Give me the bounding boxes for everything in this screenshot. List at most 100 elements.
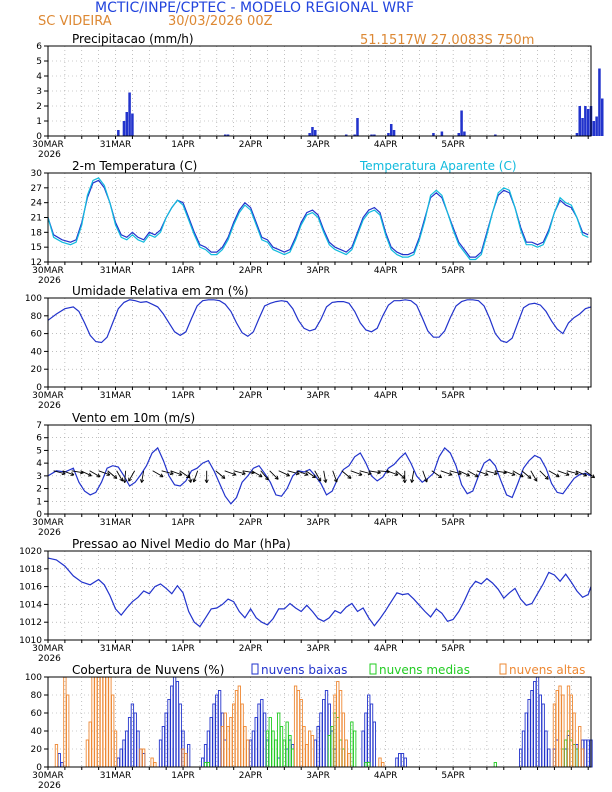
wind-arrow bbox=[411, 470, 415, 483]
legend-swatch bbox=[499, 663, 507, 675]
cloud-bar bbox=[220, 726, 225, 768]
cloud-bar bbox=[364, 762, 368, 768]
x-year-label: 2026 bbox=[38, 781, 61, 791]
y-tick-label: 60 bbox=[31, 709, 43, 719]
cloud-bar bbox=[350, 721, 354, 768]
precip-bar bbox=[389, 124, 393, 136]
precip-bar bbox=[311, 127, 314, 136]
wind-arrow-head bbox=[466, 472, 471, 477]
cloud-bar bbox=[158, 739, 163, 768]
y-tick-label: 18 bbox=[31, 228, 43, 238]
cloud-bar bbox=[254, 717, 258, 768]
cloud-bar bbox=[257, 703, 261, 768]
wind-arrow bbox=[539, 470, 549, 480]
precip-bar bbox=[595, 116, 598, 136]
cloud-bar bbox=[102, 676, 106, 768]
cloud-bar bbox=[203, 762, 208, 768]
wind-arrow bbox=[188, 470, 192, 483]
y-tick-label: 0 bbox=[36, 763, 42, 773]
y-tick-label: 30 bbox=[31, 169, 43, 179]
cloud-bar bbox=[122, 739, 126, 768]
x-tick-label: 5APR bbox=[441, 644, 465, 654]
cloud-bar bbox=[324, 690, 329, 768]
x-tick-label: 5APR bbox=[441, 771, 465, 781]
panel-4: 0 1 2 3 4 5 6 7 30MAR 31MAR 1APR 2APR 3APR 4APR 5APR 20… bbox=[32, 411, 596, 538]
y-tick-label: 12 bbox=[31, 258, 42, 268]
series-line-1 bbox=[47, 446, 592, 505]
wind-arrow-head bbox=[438, 474, 442, 479]
wind-arrow-head bbox=[565, 471, 570, 476]
y-tick-label: 2 bbox=[36, 102, 42, 112]
wind-arrow bbox=[296, 470, 309, 476]
series-line-1 bbox=[47, 179, 589, 258]
wind-arrow bbox=[485, 470, 498, 475]
x-tick-label: 30MAR bbox=[32, 391, 64, 401]
cloud-bar bbox=[564, 739, 568, 768]
wind-arrow-head bbox=[367, 471, 372, 476]
cloud-bar bbox=[403, 757, 407, 768]
cloud-bar bbox=[161, 726, 165, 768]
y-tick-label: 1010 bbox=[19, 636, 42, 646]
cloud-bar bbox=[167, 699, 171, 768]
x-tick-label: 4APR bbox=[374, 266, 398, 276]
cloud-bar bbox=[60, 762, 64, 768]
wind-arrow-head bbox=[323, 479, 328, 483]
wind-arrow-head bbox=[264, 476, 269, 481]
wind-arrow bbox=[278, 470, 290, 477]
wind-arrow bbox=[332, 470, 338, 483]
x-tick-label: 3APR bbox=[306, 266, 330, 276]
wind-arrow bbox=[503, 470, 516, 476]
cloud-bar bbox=[57, 753, 61, 768]
cloud-bar bbox=[327, 735, 331, 768]
precip-bar bbox=[117, 130, 120, 136]
cloud-bar bbox=[372, 721, 377, 768]
wind-arrow bbox=[141, 470, 145, 483]
wind-arrow-head bbox=[70, 471, 75, 476]
cloud-bar bbox=[139, 748, 143, 768]
wind-arrow bbox=[377, 470, 390, 473]
cloud-bar bbox=[201, 757, 205, 768]
cloud-bar bbox=[142, 748, 146, 768]
wind-arrow bbox=[548, 470, 560, 478]
cloud-bar bbox=[209, 717, 213, 768]
cloud-bar bbox=[237, 685, 241, 768]
cloud-bar bbox=[369, 703, 374, 768]
x-year-label: 2026 bbox=[38, 528, 61, 538]
cloud-bar bbox=[572, 712, 576, 768]
cloud-bar bbox=[555, 690, 559, 768]
x-tick-label: 5APR bbox=[441, 391, 465, 401]
wind-arrow-head bbox=[410, 479, 415, 483]
cloud-bar bbox=[322, 699, 326, 768]
y-tick-label: 0 bbox=[36, 510, 42, 520]
cloud-bar bbox=[212, 703, 216, 768]
panel-2: 12 15 18 21 24 27 30 30MAR 31MAR 1APR 2APR 3APR 4APR… bbox=[31, 159, 592, 286]
wind-arrow bbox=[260, 470, 269, 481]
precip-bar bbox=[387, 133, 390, 136]
wind-arrow-head bbox=[122, 479, 127, 483]
legend-nuvens-medias: nuvens medias bbox=[379, 663, 470, 677]
wind-arrow bbox=[251, 470, 263, 478]
wind-arrow bbox=[107, 470, 118, 479]
panel-5: 1010 1012 1014 1016 1018 1020 30MAR 31MAR 1APR 2A… bbox=[19, 537, 592, 664]
wind-arrow bbox=[440, 470, 453, 476]
precip-bar bbox=[463, 131, 466, 136]
cloud-bar bbox=[336, 681, 340, 768]
precip-bar bbox=[598, 68, 601, 136]
cloud-bar bbox=[575, 748, 579, 768]
cloud-bar bbox=[395, 757, 399, 768]
x-tick-label: 31MAR bbox=[100, 140, 132, 150]
wind-arrow bbox=[152, 470, 164, 478]
wind-arrow-head bbox=[87, 472, 92, 477]
cloud-bar bbox=[530, 690, 534, 768]
precip-bar bbox=[308, 133, 311, 136]
cloud-bar bbox=[285, 721, 289, 768]
cloud-bar bbox=[524, 712, 528, 768]
cloud-bar bbox=[561, 694, 565, 768]
x-tick-label: 2APR bbox=[239, 771, 263, 781]
y-tick-label: 100 bbox=[25, 673, 42, 683]
wind-arrow bbox=[449, 470, 462, 475]
wind-arrow bbox=[53, 470, 66, 475]
x-tick-label: 2APR bbox=[239, 644, 263, 654]
y-tick-label: 27 bbox=[31, 184, 42, 194]
x-tick-label: 31MAR bbox=[100, 266, 132, 276]
